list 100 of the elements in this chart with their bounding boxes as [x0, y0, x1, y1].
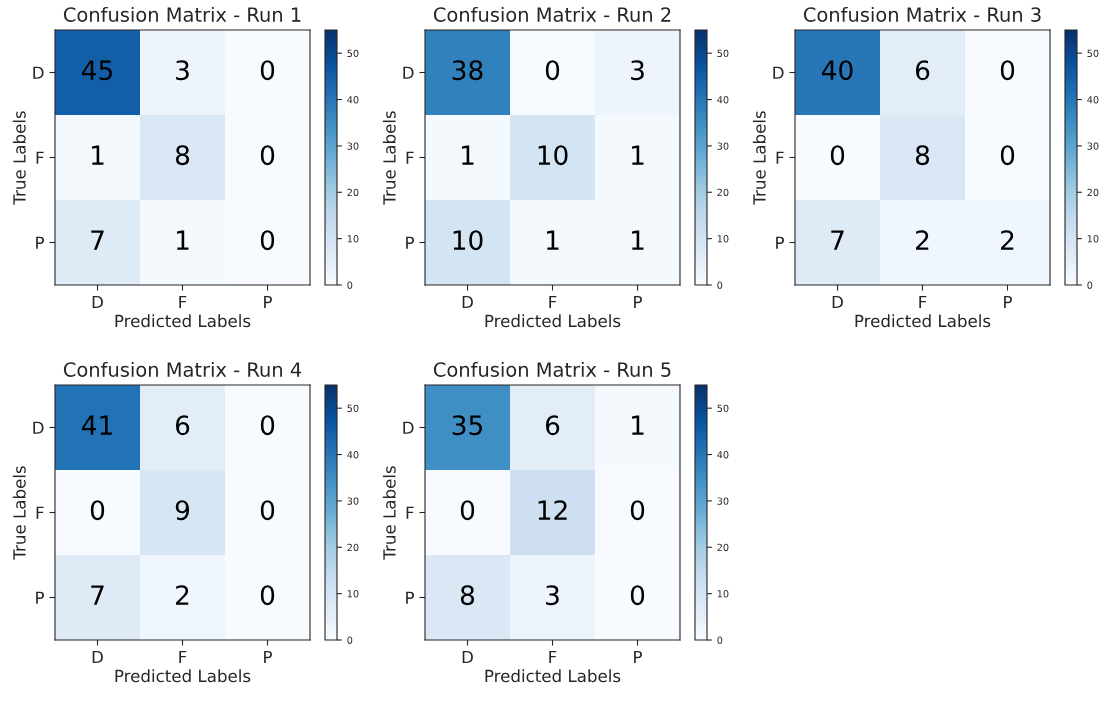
data-label: 1 — [632, 145, 644, 165]
y-tick-label: D — [773, 66, 784, 79]
data-label: 7 — [91, 230, 104, 250]
data-label: 41 — [82, 415, 112, 435]
color-bar-label: 0 — [1087, 281, 1093, 289]
color-bar-label: 20 — [1087, 188, 1099, 197]
x-axis-title: Predicted Labels — [115, 669, 251, 683]
y-tick-label: P — [406, 591, 415, 604]
x-tick-label: F — [549, 650, 557, 664]
data-label: 10 — [538, 145, 568, 166]
data-label: 2 — [176, 585, 189, 605]
data-label: 1 — [177, 230, 189, 250]
x-tick-label: D — [92, 295, 103, 309]
color-bar-label: 20 — [717, 188, 729, 197]
data-label: 8 — [460, 585, 475, 606]
y-tick-label: D — [403, 421, 414, 434]
x-axis-title: Predicted Labels — [485, 314, 621, 328]
data-label: 0 — [830, 145, 845, 166]
data-label: 9 — [175, 500, 190, 521]
x-tick-label: D — [832, 295, 843, 309]
color-bar-label: 50 — [347, 49, 359, 58]
data-label: 8 — [175, 145, 190, 166]
color-bar-label: 0 — [717, 281, 723, 289]
color-bar-label: 0 — [347, 636, 353, 644]
color-bar-label: 40 — [717, 96, 729, 104]
color-bar-label: 10 — [347, 590, 359, 598]
data-label: 1 — [632, 230, 644, 250]
data-label: 0 — [260, 585, 275, 606]
color-bar-label: 30 — [717, 142, 729, 150]
color-bar-label: 10 — [717, 590, 729, 598]
data-label: 0 — [1000, 145, 1015, 166]
y-axis-title: True Labels — [752, 111, 766, 205]
color-bar-label: 50 — [717, 49, 729, 58]
data-label: 0 — [1000, 60, 1015, 81]
y-tick-label: P — [406, 236, 415, 249]
data-label: 0 — [260, 500, 275, 521]
data-label: 0 — [260, 415, 275, 436]
data-label: 38 — [452, 60, 483, 81]
x-tick-label: D — [92, 650, 103, 664]
y-tick-label: F — [776, 151, 784, 164]
chart-title: Confusion Matrix - Run 5 — [433, 361, 671, 377]
color-bar-label: 30 — [347, 142, 359, 150]
data-label: 8 — [915, 145, 930, 166]
data-label: 12 — [538, 500, 567, 520]
color-bar-label: 10 — [347, 235, 359, 243]
data-label: 1 — [462, 145, 474, 165]
data-label: 1 — [547, 230, 559, 250]
data-label: 0 — [545, 60, 560, 81]
data-label: 0 — [630, 585, 645, 606]
y-tick-label: D — [33, 66, 44, 79]
y-axis-title: True Labels — [12, 111, 26, 205]
y-tick-label: P — [36, 236, 45, 249]
color-bar-label: 30 — [347, 497, 359, 505]
x-tick-label: D — [462, 295, 473, 309]
data-label: 0 — [90, 500, 105, 521]
data-label: 6 — [545, 415, 560, 436]
color-bar-label: 20 — [717, 543, 729, 552]
y-tick-label: P — [36, 591, 45, 604]
y-tick-label: D — [403, 66, 414, 79]
data-label: 35 — [452, 415, 482, 436]
x-tick-label: F — [549, 295, 557, 309]
color-bar-label: 20 — [347, 543, 359, 552]
color-bar-label: 0 — [717, 636, 723, 644]
data-label: 7 — [831, 230, 844, 250]
data-label: 0 — [460, 500, 475, 521]
x-tick-label: D — [462, 650, 473, 664]
data-label: 3 — [176, 60, 189, 81]
color-bar-label: 30 — [1087, 142, 1099, 150]
y-tick-label: F — [36, 506, 44, 519]
color-bar-label: 40 — [1087, 96, 1099, 104]
x-tick-label: P — [264, 650, 272, 664]
color-bar-label: 0 — [347, 281, 353, 289]
data-label: 0 — [260, 60, 275, 81]
color-bar-label: 10 — [717, 235, 729, 243]
data-label: 0 — [630, 500, 645, 521]
y-tick-label: D — [33, 421, 44, 434]
color-bar-label: 40 — [347, 451, 359, 459]
color-bar-label: 10 — [1087, 235, 1099, 243]
color-bar-label: 50 — [1087, 49, 1099, 58]
data-label: 2 — [1001, 230, 1014, 250]
data-label: 0 — [260, 230, 275, 251]
data-label: 2 — [916, 230, 929, 250]
color-bar-label: 40 — [717, 451, 729, 459]
data-label: 0 — [260, 145, 275, 166]
x-axis-title: Predicted Labels — [115, 314, 251, 328]
data-label: 40 — [822, 60, 853, 81]
y-axis-title: True Labels — [12, 466, 26, 560]
color-bar-label: 50 — [347, 404, 359, 413]
x-tick-label: F — [179, 295, 187, 309]
x-tick-label: P — [264, 295, 272, 309]
color-bar-label: 30 — [717, 497, 729, 505]
data-label: 1 — [92, 145, 104, 165]
y-tick-label: F — [406, 506, 414, 519]
x-tick-label: F — [179, 650, 187, 664]
data-label: 1 — [632, 415, 644, 435]
color-bar-label: 50 — [717, 404, 729, 413]
data-label: 3 — [631, 60, 644, 81]
color-bar-label: 20 — [347, 188, 359, 197]
data-label: 10 — [453, 230, 483, 251]
data-label: 6 — [915, 60, 930, 81]
